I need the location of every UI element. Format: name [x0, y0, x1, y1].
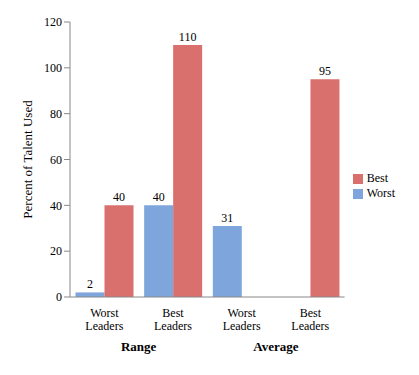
- svg-text:20: 20: [50, 244, 62, 258]
- svg-text:Percent of Talent Used: Percent of Talent Used: [20, 100, 35, 219]
- svg-text:40: 40: [153, 190, 165, 204]
- svg-text:100: 100: [44, 61, 62, 75]
- svg-text:WorstLeaders: WorstLeaders: [223, 306, 261, 333]
- svg-text:0: 0: [56, 290, 62, 304]
- svg-text:60: 60: [50, 153, 62, 167]
- svg-text:31: 31: [221, 211, 233, 225]
- html-text:Best: Best: [366, 170, 388, 185]
- svg-text:Average: Average: [253, 339, 298, 354]
- svg-text:Range: Range: [121, 339, 157, 354]
- svg-text:95: 95: [319, 64, 331, 78]
- svg-text:40: 40: [50, 199, 62, 213]
- svg-text:BestLeaders: BestLeaders: [291, 306, 329, 333]
- html-text:Worst: Worst: [366, 185, 395, 200]
- svg-text:BestLeaders: BestLeaders: [154, 306, 192, 333]
- svg-text:WorstLeaders: WorstLeaders: [85, 306, 123, 333]
- svg-text:80: 80: [50, 107, 62, 121]
- svg-text:110: 110: [179, 30, 197, 44]
- svg-text:2: 2: [87, 277, 93, 291]
- svg-text:120: 120: [44, 15, 62, 29]
- svg-text:40: 40: [113, 190, 125, 204]
